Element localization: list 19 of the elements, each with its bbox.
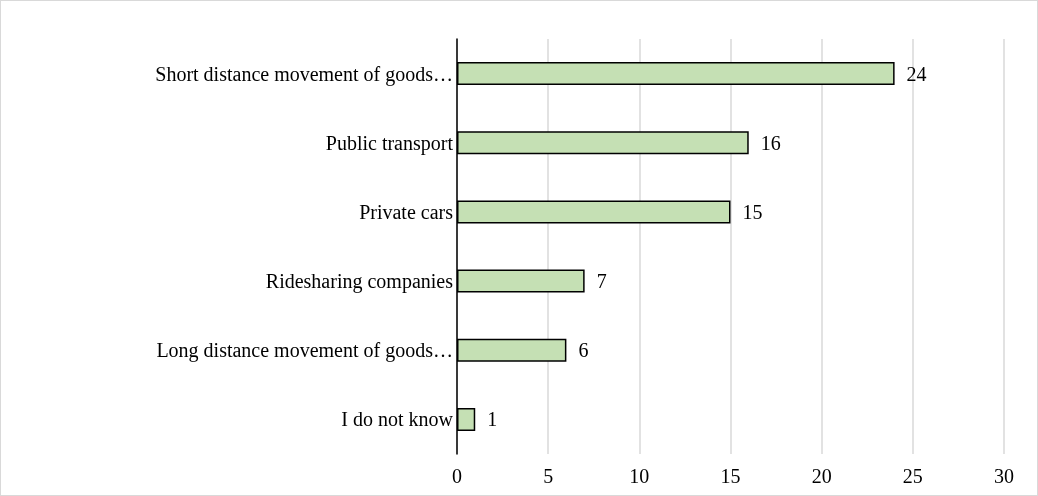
x-tick-label: 10 (629, 465, 650, 487)
x-tick-label: 0 (452, 465, 462, 487)
data-label: 24 (906, 62, 927, 85)
data-label: 6 (578, 339, 589, 362)
x-tick-label: 20 (811, 465, 832, 487)
x-tick-label: 5 (543, 465, 554, 487)
x-tick-label: 15 (720, 465, 741, 487)
y-tick-label: Ridesharing companies (265, 270, 454, 294)
data-label: 16 (760, 131, 781, 154)
data-label: 15 (742, 200, 763, 223)
data-label: 7 (596, 270, 607, 293)
y-tick-label: Long distance movement of goods… (156, 339, 453, 363)
x-tick-label: 30 (994, 465, 1014, 487)
y-tick-label: Private cars (359, 200, 454, 223)
y-tick-label: Public transport (325, 131, 454, 155)
y-tick-label: Short distance movement of goods… (155, 62, 453, 86)
y-tick-label: I do not know (341, 408, 454, 431)
x-tick-label: 25 (902, 465, 923, 487)
data-label: 1 (487, 408, 498, 431)
